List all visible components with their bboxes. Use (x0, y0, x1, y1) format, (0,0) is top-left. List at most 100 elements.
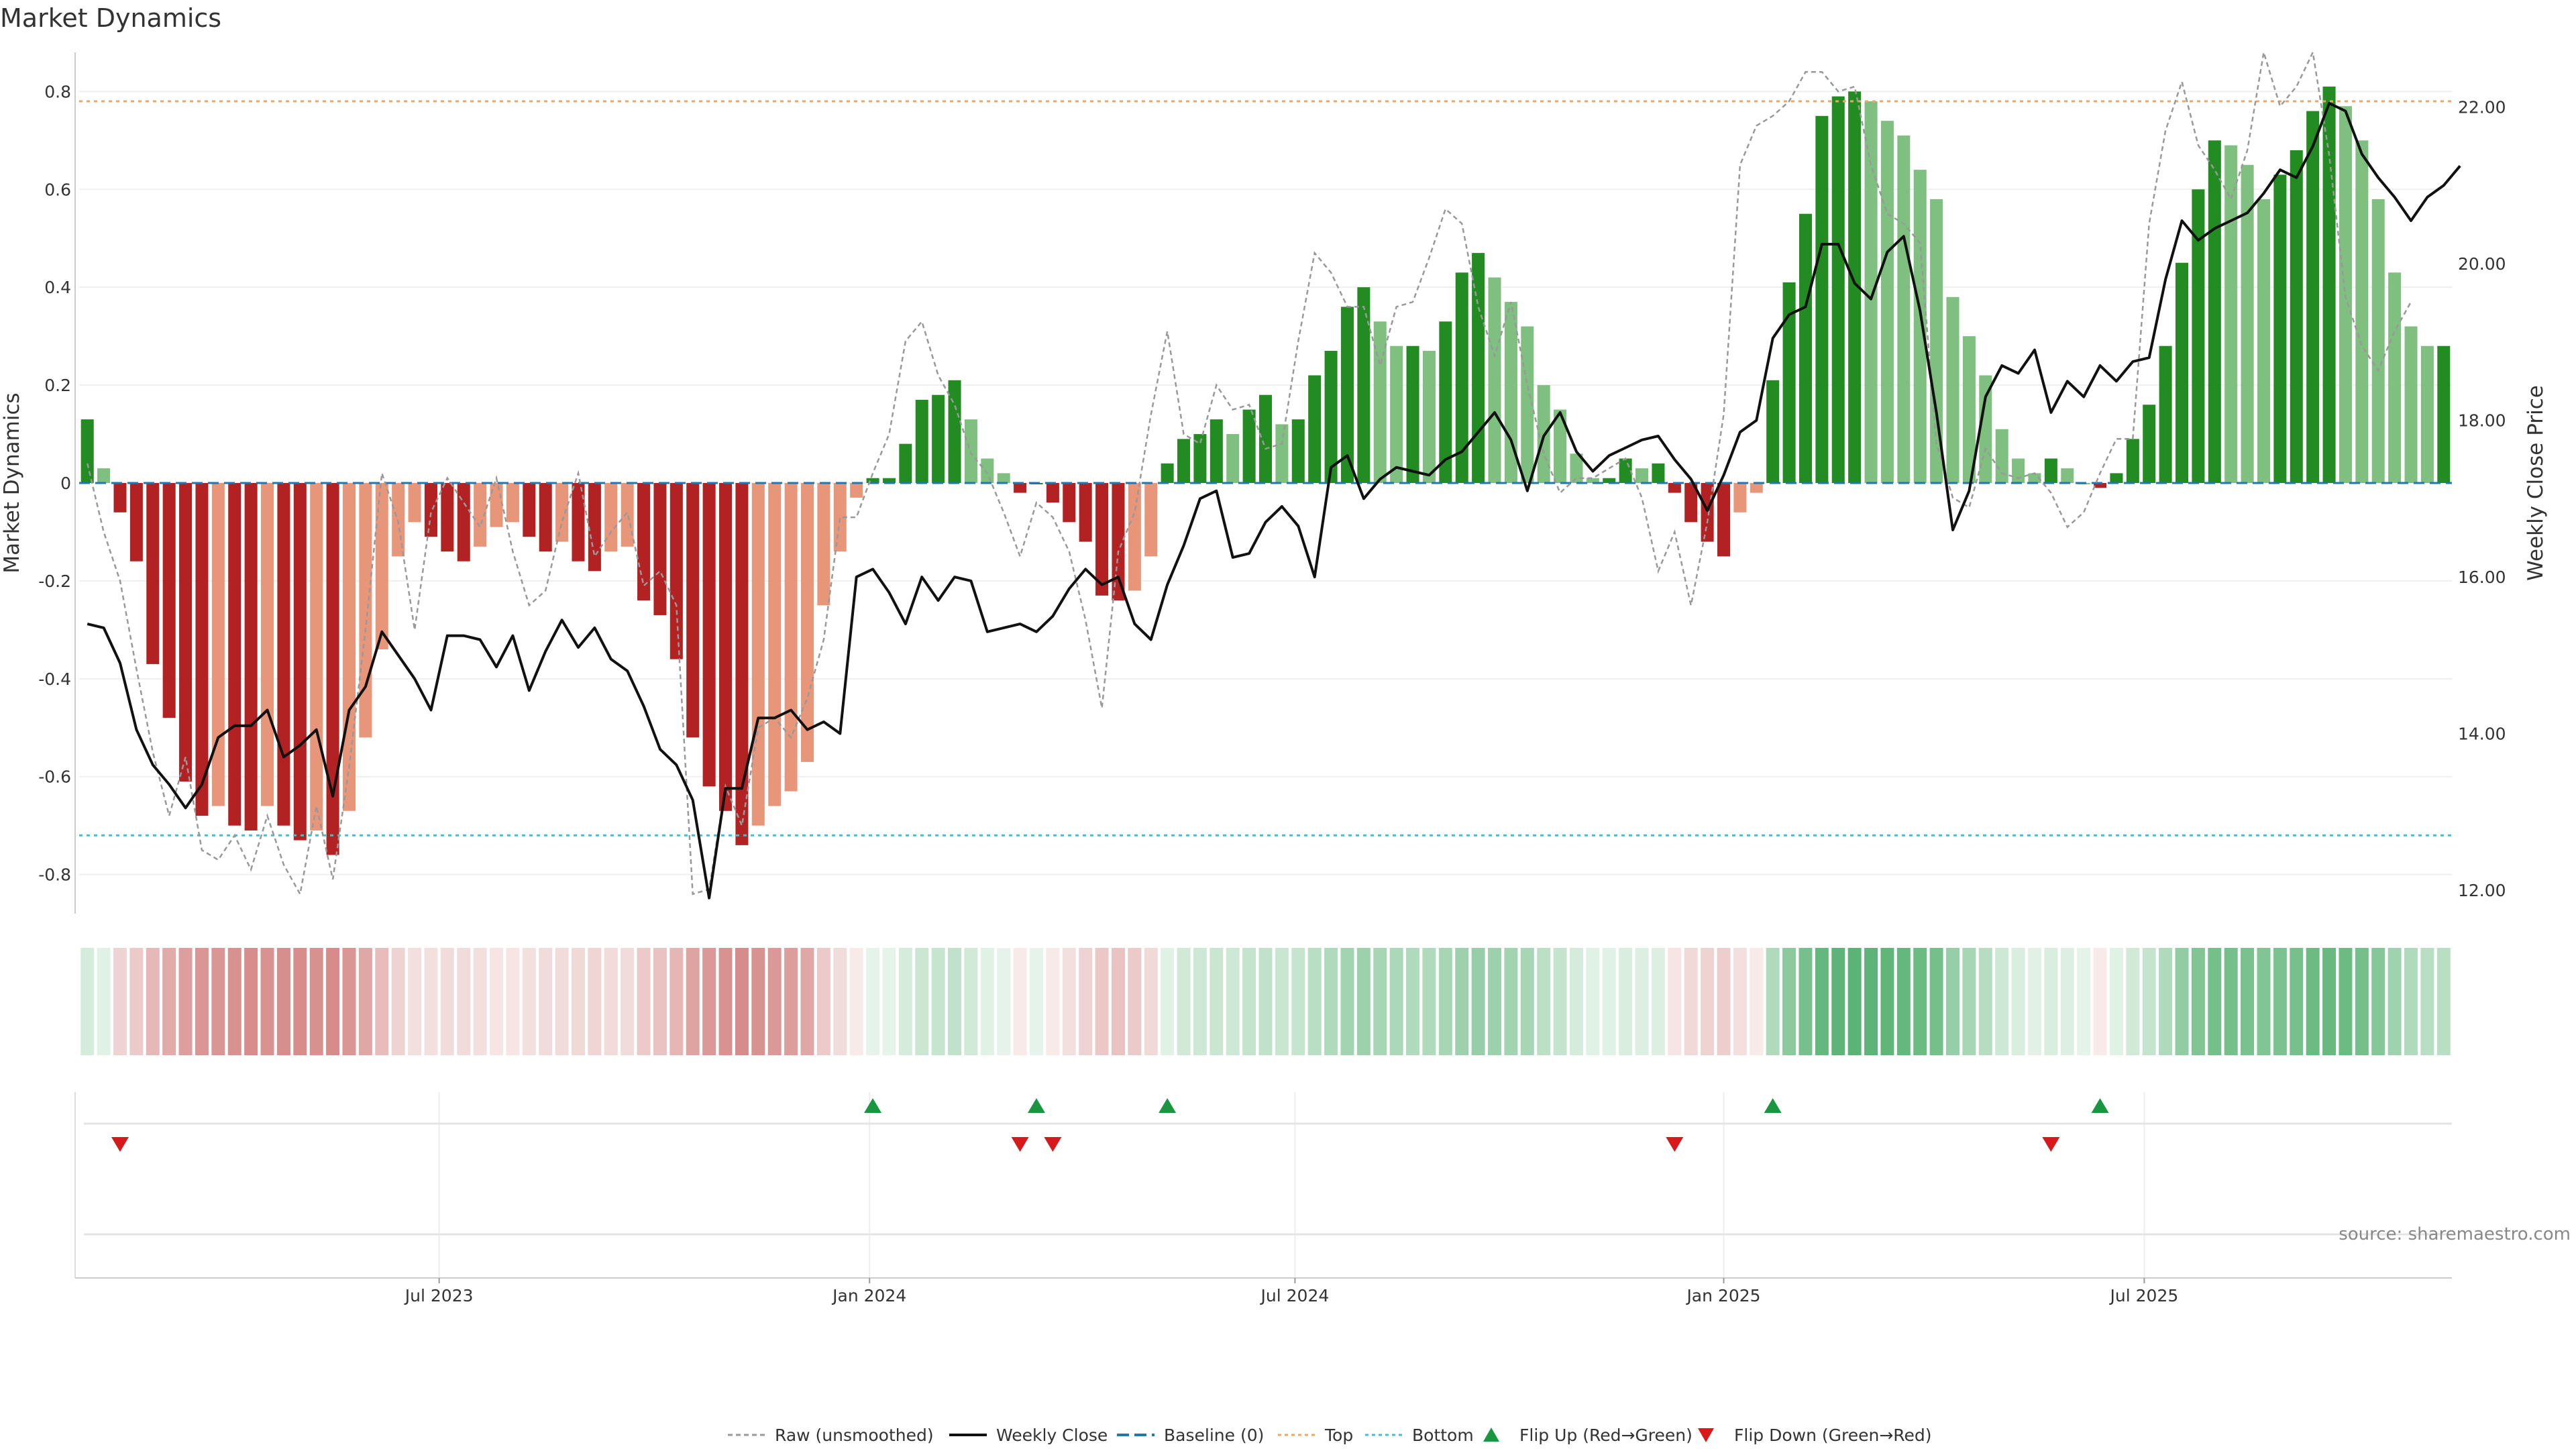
strip-cell (1520, 948, 1534, 1055)
legend-item-flipdown: Flip Down (Green→Red) (1698, 1426, 1932, 1445)
strip-cell (1258, 948, 1273, 1055)
strip-cell (1619, 948, 1633, 1055)
strip-cell (2339, 948, 2353, 1055)
strip-cell (604, 948, 618, 1055)
bar (1046, 483, 1059, 503)
strip-cell (276, 948, 290, 1055)
strip-cell (97, 948, 111, 1055)
strip-cell (326, 948, 340, 1055)
bar (1275, 424, 1289, 483)
x-tick-label: Jan 2024 (831, 1286, 906, 1305)
strip-cell (2387, 948, 2402, 1055)
left-axis: 0.8 0.6 0.4 0.2 0 -0.2 -0.4 -0.6 -0.8 (38, 82, 71, 884)
bar (408, 483, 421, 523)
bar (1652, 463, 1665, 483)
x-tick-label: Jan 2025 (1685, 1286, 1760, 1305)
bar (669, 483, 683, 659)
bar (1684, 483, 1698, 523)
left-tick-label: -0.4 (38, 669, 71, 689)
left-tick-label: 0.8 (44, 82, 71, 101)
bar (1422, 351, 1436, 483)
strip-cell (1929, 948, 1943, 1055)
strip-cell (293, 948, 307, 1055)
bar (1848, 91, 1862, 483)
bar (1161, 463, 1174, 483)
strip-cell (195, 948, 209, 1055)
raw-line (86, 49, 2412, 897)
bar (1128, 483, 1141, 591)
bar (866, 478, 879, 483)
bar (474, 483, 487, 547)
strip-cell (1291, 948, 1305, 1055)
strip-cell (833, 948, 847, 1055)
strip-cell (1406, 948, 1420, 1055)
legend-label: Top (1324, 1426, 1353, 1445)
x-tick-label: Jul 2024 (1260, 1286, 1330, 1305)
strip-cell (391, 948, 405, 1055)
strip-cell (669, 948, 684, 1055)
bar (342, 483, 356, 811)
bar (850, 483, 863, 498)
strip-cell (1373, 948, 1387, 1055)
bar (1455, 272, 1468, 483)
bar (1570, 453, 1583, 483)
bar (1390, 345, 1403, 483)
bar (702, 483, 716, 787)
strip-cell (1079, 948, 1093, 1055)
flip-up-marker (1764, 1098, 1782, 1113)
left-tick-label: -0.6 (38, 767, 71, 787)
bar (915, 399, 928, 483)
bar (588, 483, 601, 572)
legend-swatch (1483, 1428, 1499, 1442)
right-axis: 22.00 20.00 18.00 16.00 14.00 12.00 (2458, 98, 2506, 900)
strip-cell (702, 948, 716, 1055)
bar (572, 483, 585, 561)
close-line (87, 101, 2461, 900)
legend-item-baseline: Baseline (0) (1117, 1426, 1264, 1445)
strip-cell (653, 948, 667, 1055)
bar (637, 483, 651, 601)
bar (1439, 321, 1452, 483)
strip-cell (309, 948, 323, 1055)
strip-cell (1013, 948, 1027, 1055)
bar (1782, 282, 1796, 483)
strip-cell (898, 948, 912, 1055)
bar (751, 483, 765, 826)
bar (2126, 439, 2139, 483)
bar (997, 473, 1010, 483)
reference-lines (79, 100, 2452, 837)
left-axis-label: Market Dynamics (0, 392, 24, 573)
bar (1864, 101, 1878, 484)
strip-cell (2159, 948, 2173, 1055)
flip-down-marker (1666, 1137, 1684, 1152)
bar (1144, 483, 1158, 557)
strip-cell (490, 948, 504, 1055)
strip-cell (2257, 948, 2271, 1055)
bar (2437, 345, 2451, 483)
bar (1177, 439, 1191, 483)
bar (2371, 199, 2385, 483)
left-tick-label: 0.4 (44, 278, 71, 297)
strip-cell (1782, 948, 1796, 1055)
strip-cell (1750, 948, 1764, 1055)
strip-cell (1029, 948, 1043, 1055)
strip-cell (1913, 948, 1927, 1055)
legend-item-close: Weekly Close (949, 1426, 1108, 1445)
strip-cell (1717, 948, 1731, 1055)
bar (1831, 96, 1845, 484)
strip-cell (2404, 948, 2418, 1055)
bar (244, 483, 258, 830)
strip-cell (588, 948, 602, 1055)
strip-cell (1144, 948, 1158, 1055)
legend-swatch (1698, 1428, 1714, 1442)
strip-cell (2306, 948, 2320, 1055)
strip-cell (1766, 948, 1780, 1055)
raw-series (86, 49, 2412, 897)
strip-cell (915, 948, 929, 1055)
right-tick-label: 16.00 (2458, 568, 2506, 587)
strip-cell (1896, 948, 1911, 1055)
bar (817, 483, 830, 606)
strip-cell (800, 948, 814, 1055)
bar (1472, 253, 1485, 483)
bar (2404, 326, 2418, 483)
